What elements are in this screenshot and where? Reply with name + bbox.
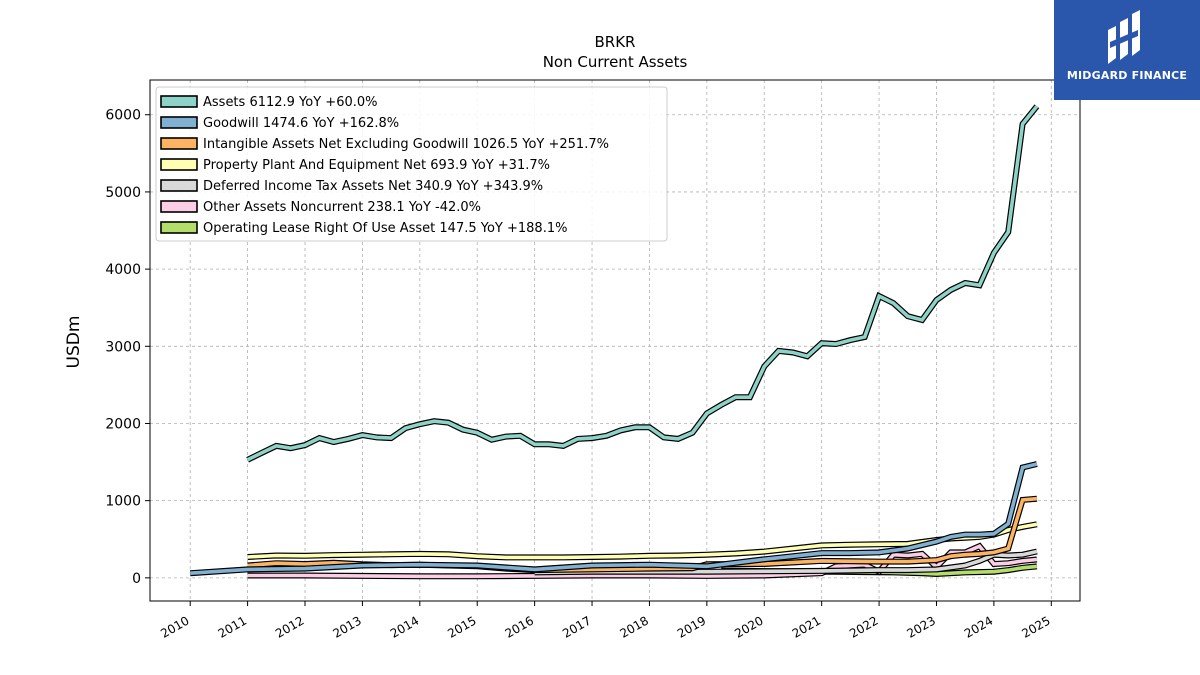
series-line [534, 549, 1038, 575]
series-line [190, 462, 1038, 575]
x-tick-label: 2022 [847, 613, 880, 640]
legend-swatch [160, 179, 198, 192]
series-deferred-income-tax-assets-net [534, 548, 1038, 576]
x-tick-label: 2018 [617, 613, 650, 640]
legend-item: Deferred Income Tax Assets Net 340.9 YoY… [160, 179, 543, 194]
legend-label: Deferred Income Tax Assets Net 340.9 YoY… [203, 179, 543, 194]
x-tick-label: 2010 [158, 613, 191, 640]
x-tick-label: 2021 [790, 613, 823, 640]
y-axis-label: USDm [64, 316, 84, 369]
y-tick-label: 5000 [105, 185, 141, 201]
y-tick-label: 1000 [105, 494, 141, 510]
legend-item: Other Assets Noncurrent 238.1 YoY -42.0% [160, 200, 481, 215]
series-line [246, 105, 1039, 462]
brand-name: MIDGARD FINANCE [1066, 69, 1188, 82]
legend-label: Assets 6112.9 YoY +60.0% [203, 95, 378, 110]
x-tick-label: 2011 [216, 613, 249, 640]
legend-item: Property Plant And Equipment Net 693.9 Y… [160, 158, 550, 173]
series-line [247, 544, 1038, 579]
legend-item: Assets 6112.9 YoY +60.0% [160, 95, 378, 110]
legend-swatch [160, 200, 198, 213]
legend-label: Operating Lease Right Of Use Asset 147.5… [203, 221, 567, 236]
x-tick-label: 2020 [732, 613, 765, 640]
x-tick-label: 2016 [503, 613, 536, 640]
legend-label: Other Assets Noncurrent 238.1 YoY -42.0% [203, 200, 481, 215]
series-goodwill [190, 461, 1038, 577]
brand-logo: MIDGARD FINANCE [1054, 0, 1200, 100]
y-tick-label: 2000 [105, 416, 141, 432]
y-tick-label: 3000 [105, 339, 141, 355]
legend-swatch [160, 116, 198, 129]
legend-label: Property Plant And Equipment Net 693.9 Y… [203, 158, 550, 173]
x-tick-label: 2023 [905, 613, 938, 640]
y-tick-label: 0 [132, 571, 141, 587]
legend-label: Goodwill 1474.6 YoY +162.8% [203, 116, 399, 131]
legend-swatch [160, 137, 198, 150]
legend-item: Operating Lease Right Of Use Asset 147.5… [160, 221, 567, 236]
chart-title: BRKR [595, 33, 636, 51]
series-line [247, 496, 1038, 572]
legend-item: Intangible Assets Net Excluding Goodwill… [160, 137, 609, 152]
legend-box [155, 86, 668, 242]
y-tick-label: 6000 [105, 108, 141, 124]
x-tick-label: 2015 [445, 613, 478, 640]
x-tick-label: 2013 [330, 613, 363, 640]
x-tick-label: 2024 [962, 613, 995, 640]
series-assets [246, 104, 1040, 463]
x-tick-label: 2012 [273, 613, 306, 640]
legend-item: Goodwill 1474.6 YoY +162.8% [160, 116, 399, 131]
legend-label: Intangible Assets Net Excluding Goodwill… [203, 137, 609, 152]
legend-swatch [160, 95, 198, 108]
x-tick-label: 2017 [560, 613, 593, 640]
x-tick-label: 2025 [1019, 613, 1052, 640]
x-tick-label: 2019 [675, 613, 708, 640]
chart-subtitle: Non Current Assets [543, 53, 688, 71]
series-other-assets-noncurrent [247, 542, 1038, 580]
series-lines [190, 104, 1040, 580]
brand-mark-icon [1108, 10, 1140, 64]
x-tick-label: 2014 [388, 613, 421, 640]
legend: Assets 6112.9 YoY +60.0% Goodwill 1474.6 … [155, 86, 668, 242]
y-tick-label: 4000 [105, 262, 141, 278]
plot-frame [149, 79, 1081, 602]
series-intangible-assets-net-excluding-goodwill [247, 495, 1038, 574]
legend-swatch [160, 158, 198, 171]
legend-swatch [160, 221, 198, 234]
